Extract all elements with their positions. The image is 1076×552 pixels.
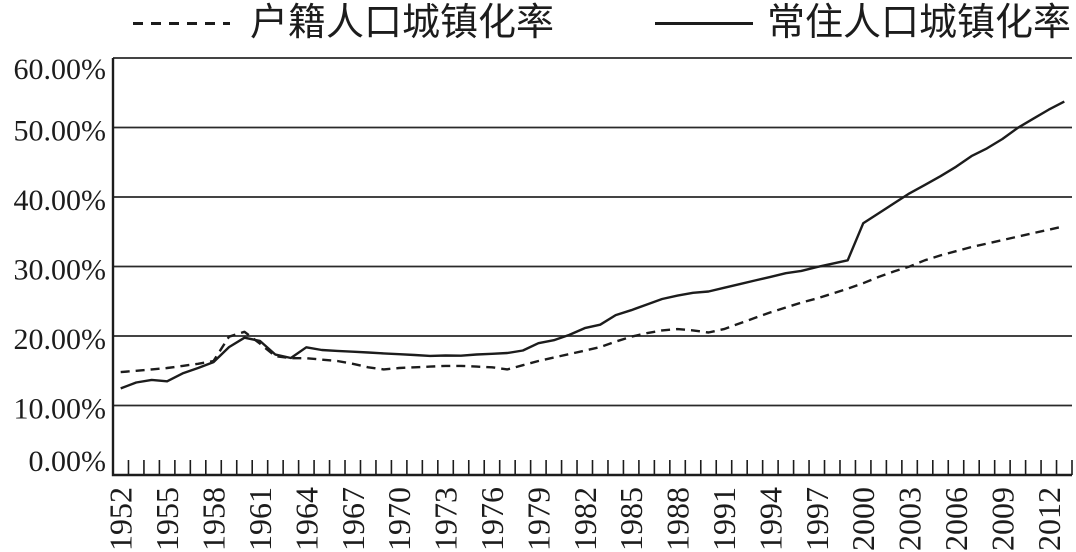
gridlines <box>113 57 1072 407</box>
x-tick-label: 2006 <box>938 487 974 551</box>
legend-label-resident: 常住人口城镇化率 <box>767 2 1072 44</box>
y-tick-label: 0.00% <box>29 445 107 478</box>
x-tick-label: 2012 <box>1031 487 1067 551</box>
x-tick-label: 2003 <box>892 487 928 551</box>
legend-label-hukou: 户籍人口城镇化率 <box>250 2 555 44</box>
x-tick-label: 1976 <box>474 487 510 551</box>
x-tick-label: 1997 <box>799 487 835 551</box>
y-tick-label: 50.00% <box>14 115 107 148</box>
x-tick-label: 1973 <box>428 487 464 551</box>
y-tick-label: 30.00% <box>14 254 107 287</box>
series-line-hukou <box>120 225 1065 374</box>
x-tick-label: 1970 <box>381 487 417 551</box>
x-tick-label: 1979 <box>520 487 556 551</box>
legend-item-resident: 常住人口城镇化率 <box>655 0 1071 46</box>
x-axis-ticks <box>112 460 1073 475</box>
x-tick-label: 1988 <box>660 487 696 551</box>
x-tick-label: 1967 <box>335 487 371 551</box>
y-axis-labels: 60.00% 50.00% 40.00% 30.00% 20.00% 10.00% 0.00… <box>14 53 107 478</box>
x-tick-label: 1958 <box>196 487 232 551</box>
dashed-line-sample-icon <box>133 21 230 25</box>
x-tick-label: 2000 <box>845 487 881 551</box>
y-tick-label: 10.00% <box>14 393 107 426</box>
x-tick-label: 1964 <box>288 487 324 551</box>
solid-line-sample-icon <box>655 21 753 25</box>
x-tick-label: 1952 <box>103 487 139 551</box>
series-lines <box>120 100 1065 390</box>
series-line-resident <box>120 100 1065 390</box>
y-tick-label: 60.00% <box>14 53 107 86</box>
y-tick-label: 40.00% <box>14 184 107 217</box>
x-tick-label: 1985 <box>613 487 649 551</box>
x-tick-label: 1961 <box>242 487 278 551</box>
x-tick-label: 1991 <box>706 487 742 551</box>
legend-item-hukou: 户籍人口城镇化率 <box>133 0 554 46</box>
x-tick-label: 2009 <box>984 487 1020 551</box>
x-tick-label: 1982 <box>567 487 603 551</box>
x-axis-labels: 1952 1955 1958 1961 1964 1967 1970 1973 1976 1979… <box>103 487 1067 551</box>
y-tick-label: 20.00% <box>14 323 107 356</box>
x-tick-label: 1955 <box>149 487 185 551</box>
x-tick-label: 1994 <box>752 487 788 551</box>
